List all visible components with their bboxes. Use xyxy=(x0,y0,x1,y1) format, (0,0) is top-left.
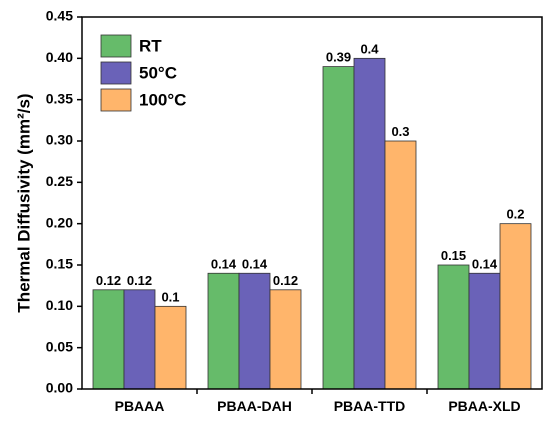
bar xyxy=(437,264,470,390)
bar xyxy=(468,272,501,390)
data-label: 0.12 xyxy=(273,273,298,288)
y-axis-title: Thermal Diffusivity (mm²/s) xyxy=(14,93,33,312)
x-category-label: PBAA-XLD xyxy=(448,398,520,414)
y-tick-label: 0.45 xyxy=(46,8,73,24)
data-label: 0.12 xyxy=(127,273,152,288)
bar xyxy=(207,272,240,390)
bar xyxy=(238,272,271,390)
data-label: 0.2 xyxy=(506,207,524,222)
bars-layer xyxy=(92,57,532,390)
y-tick-label: 0.40 xyxy=(46,49,73,65)
legend-label: 100°C xyxy=(139,90,186,109)
data-label: 0.1 xyxy=(161,289,179,304)
bar xyxy=(269,289,302,390)
y-tick-label: 0.15 xyxy=(46,256,73,272)
bar xyxy=(499,223,532,390)
bar xyxy=(123,289,156,390)
y-tick-label: 0.30 xyxy=(46,132,73,148)
x-axis: PBAAA PBAA-DAH PBAA-TTD PBAA-XLD xyxy=(115,389,521,414)
data-label: 0.3 xyxy=(391,124,409,139)
legend: RT 50°C 100°C xyxy=(100,34,186,112)
x-category-label: PBAAA xyxy=(115,398,165,414)
legend-swatch xyxy=(100,88,132,112)
y-axis: 0.00 0.05 0.10 0.15 0.20 0.25 0.30 0.35 0.40 0.45 xyxy=(46,8,82,396)
data-label: 0.14 xyxy=(211,256,237,271)
y-tick-label: 0.20 xyxy=(46,214,73,230)
legend-swatch xyxy=(100,34,132,58)
y-tick-label: 0.05 xyxy=(46,338,73,354)
data-label: 0.14 xyxy=(472,256,498,271)
data-labels-layer: 0.12 0.12 0.1 0.14 0.14 0.12 0.39 0.4 0.3 0.15 0.1… xyxy=(96,41,525,304)
legend-label: 50°C xyxy=(139,63,177,82)
data-label: 0.15 xyxy=(441,248,466,263)
x-category-label: PBAA-TTD xyxy=(334,398,406,414)
data-label: 0.4 xyxy=(360,41,379,56)
y-tick-label: 0.00 xyxy=(46,380,73,396)
data-label: 0.39 xyxy=(326,50,351,65)
bar xyxy=(92,289,125,390)
y-tick-label: 0.25 xyxy=(46,173,73,189)
bar xyxy=(384,140,417,390)
data-label: 0.12 xyxy=(96,273,121,288)
legend-label: RT xyxy=(139,36,162,55)
x-category-label: PBAA-DAH xyxy=(217,398,292,414)
legend-swatch xyxy=(100,61,132,85)
y-tick-label: 0.35 xyxy=(46,90,73,106)
bar xyxy=(322,66,355,390)
y-tick-label: 0.10 xyxy=(46,297,73,313)
bar xyxy=(353,57,386,390)
data-label: 0.14 xyxy=(242,256,268,271)
bar xyxy=(154,305,187,390)
